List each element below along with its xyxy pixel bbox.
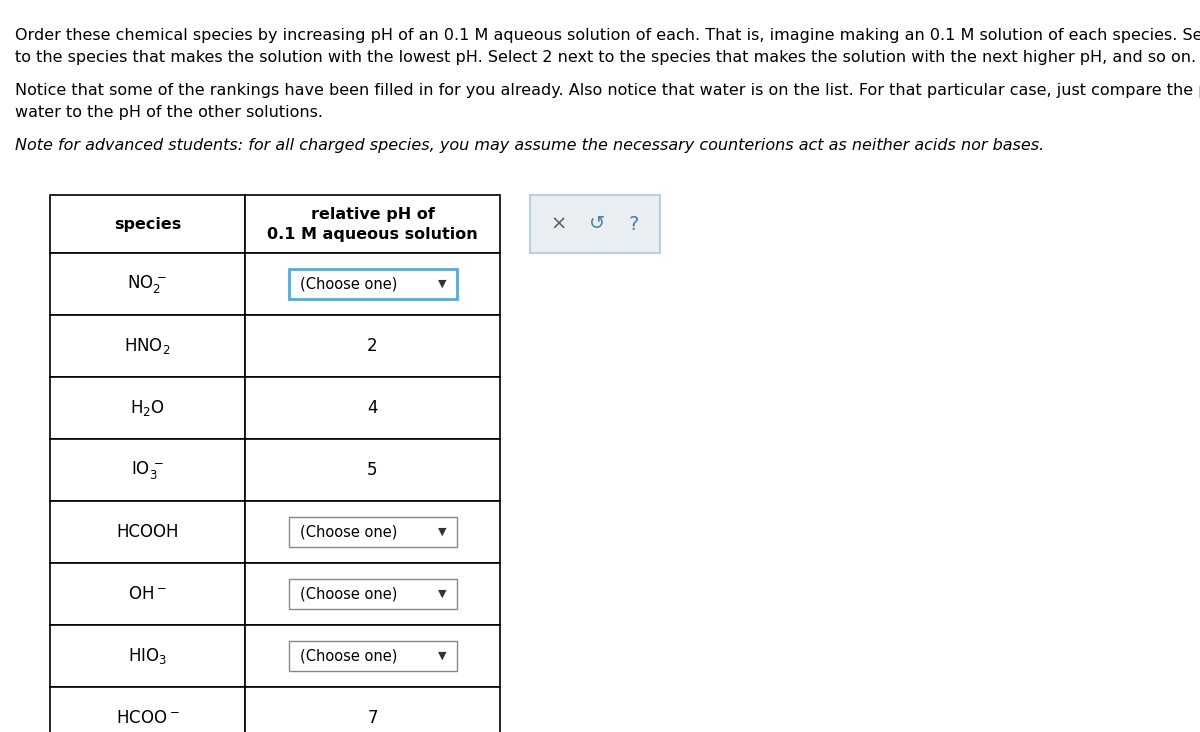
Text: (Choose one): (Choose one) [300,586,398,602]
Text: ▼: ▼ [438,651,446,661]
Text: OH$\,^{-}$: OH$\,^{-}$ [128,585,167,603]
Text: water to the pH of the other solutions.: water to the pH of the other solutions. [14,105,323,120]
Text: IO$_3^{\,-}$: IO$_3^{\,-}$ [131,459,164,481]
Text: Order these chemical species by increasing pH of an 0.1 M aqueous solution of ea: Order these chemical species by increasi… [14,28,1200,43]
Text: HCOO$\,^{-}$: HCOO$\,^{-}$ [115,709,179,727]
Text: 0.1 M aqueous solution: 0.1 M aqueous solution [268,226,478,242]
Text: to the species that makes the solution with the lowest pH. Select 2 next to the : to the species that makes the solution w… [14,50,1196,65]
Text: (Choose one): (Choose one) [300,525,398,539]
Text: ▼: ▼ [438,527,446,537]
Text: ?: ? [629,214,640,234]
Text: 7: 7 [367,709,378,727]
Text: Notice that some of the rankings have been filled in for you already. Also notic: Notice that some of the rankings have be… [14,83,1200,98]
Text: NO$_2^{\,-}$: NO$_2^{\,-}$ [127,273,168,295]
Text: HIO$_3$: HIO$_3$ [128,646,167,666]
Text: ↺: ↺ [589,214,606,234]
Text: ×: × [551,214,566,234]
Text: 5: 5 [367,461,378,479]
Text: HCOOH: HCOOH [116,523,179,541]
Text: HNO$_2$: HNO$_2$ [125,336,170,356]
Text: 2: 2 [367,337,378,355]
Text: relative pH of: relative pH of [311,206,434,222]
Text: H$_2$O: H$_2$O [130,398,164,418]
Text: Note for advanced students: for all charged species, you may assume the necessar: Note for advanced students: for all char… [14,138,1044,153]
Text: (Choose one): (Choose one) [300,277,398,291]
Text: species: species [114,217,181,231]
Text: ▼: ▼ [438,279,446,289]
Text: (Choose one): (Choose one) [300,649,398,663]
Text: ▼: ▼ [438,589,446,599]
Text: 4: 4 [367,399,378,417]
